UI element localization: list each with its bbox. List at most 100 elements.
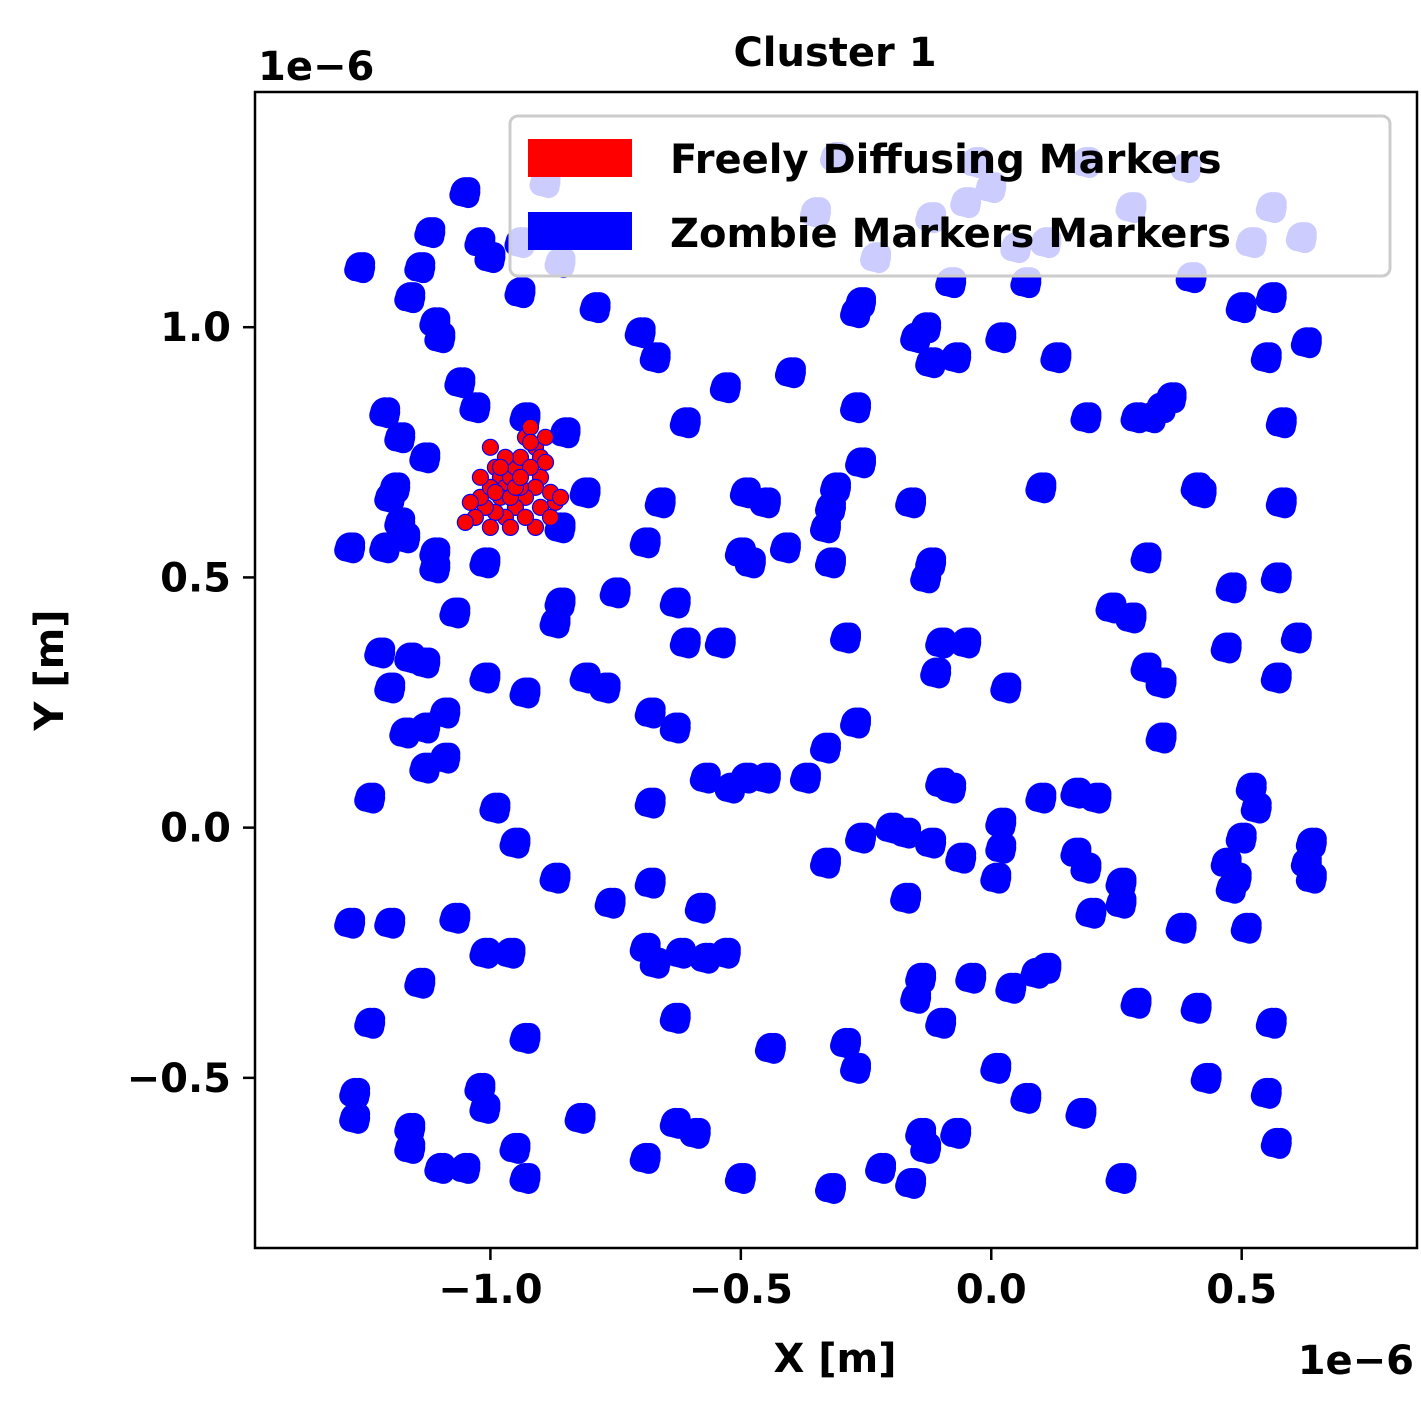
- zombie-marker-point: [362, 791, 385, 814]
- freely-diffusing-marker-point: [471, 468, 489, 486]
- zombie-marker-point: [437, 751, 460, 774]
- zombie-marker-point: [873, 1161, 896, 1184]
- zombie-marker-point: [1018, 276, 1041, 299]
- zombie-marker-point: [382, 916, 405, 939]
- axes-layer: −1.0 −0.5 0.0 0.5 −0.5 0.0 0.5 1.0: [127, 90, 1419, 1313]
- legend-label-freely-diffusing: Freely Diffusing Markers: [670, 137, 1222, 183]
- zombie-marker-point: [1123, 611, 1146, 634]
- zombie-marker-point: [412, 976, 435, 999]
- chart-title: Cluster 1: [733, 30, 936, 76]
- freely-diffusing-marker-point: [521, 433, 540, 451]
- zombie-marker-point: [1078, 411, 1101, 434]
- zombie-marker-point: [1233, 831, 1256, 854]
- zombie-marker-point: [1233, 301, 1256, 324]
- zombie-marker-point: [547, 871, 570, 894]
- zombie-marker-point: [402, 291, 425, 314]
- zombie-marker-point: [1258, 351, 1281, 374]
- zombie-marker-point: [687, 1126, 710, 1149]
- zombie-marker-point: [602, 896, 625, 919]
- freely-diffusing-marker-point: [521, 418, 540, 436]
- zombie-marker-point: [692, 901, 715, 924]
- zombie-marker-point: [432, 1161, 455, 1184]
- zombie-marker-point: [918, 321, 941, 344]
- zombie-marker-point: [437, 706, 460, 729]
- zombie-marker-point: [477, 1101, 500, 1124]
- zombie-marker-point: [988, 871, 1011, 894]
- zombie-marker-point: [487, 801, 510, 824]
- zombie-marker-point: [1273, 416, 1296, 439]
- zombie-marker-point: [853, 831, 876, 854]
- zombie-marker-point: [1268, 571, 1291, 594]
- legend-frame: [508, 114, 1392, 278]
- legend-swatch-freely-diffusing: [528, 139, 632, 177]
- zombie-marker-point: [1193, 486, 1216, 509]
- freely-diffusing-marker-point: [536, 453, 555, 471]
- zombie-marker-point: [1163, 391, 1186, 414]
- zombie-marker-point: [642, 876, 665, 899]
- y-axis-label: Y [m]: [27, 609, 73, 731]
- zombie-marker-point: [1303, 871, 1326, 894]
- zombie-marker-point: [402, 1141, 425, 1164]
- zombie-marker-point: [762, 1041, 785, 1064]
- freely-diffusing-marker-point: [516, 508, 535, 526]
- zombie-marker-point: [677, 636, 700, 659]
- freely-diffusing-marker-point: [491, 458, 510, 476]
- zombie-marker-point: [372, 646, 395, 669]
- zombie-marker-point: [1153, 676, 1176, 699]
- zombie-marker-point: [1083, 906, 1106, 929]
- zombie-marker-point: [817, 741, 840, 764]
- freely-diffusing-marker-point: [481, 438, 500, 456]
- zombie-marker-point: [1218, 641, 1241, 664]
- zombie-marker-point: [1113, 1171, 1136, 1194]
- x-tick-label: 0.0: [956, 1267, 1027, 1313]
- zombie-marker-point: [457, 186, 480, 209]
- zombie-marker-point: [637, 1151, 660, 1174]
- y-tick-label: 0.0: [160, 806, 231, 852]
- zombie-marker-point: [352, 261, 375, 284]
- zombie-marker-point: [417, 451, 440, 474]
- zombie-marker-point: [918, 1141, 941, 1164]
- zombie-marker-point: [933, 636, 956, 659]
- zombie-marker-point: [362, 1016, 385, 1039]
- y-tick-label: 1.0: [160, 305, 231, 351]
- zombie-marker-point: [797, 771, 820, 794]
- zombie-marker-point: [547, 616, 570, 639]
- zombie-marker-point: [828, 481, 850, 504]
- y-tick-label: 0.5: [160, 555, 231, 601]
- zombie-marker-point: [422, 226, 445, 249]
- legend: Freely Diffusing Markers Zombie Markers …: [508, 114, 1392, 278]
- zombie-marker-point: [482, 251, 505, 274]
- zombie-marker-point: [447, 606, 470, 629]
- zombie-marker-point: [417, 656, 440, 679]
- zombie-marker-point: [953, 851, 976, 874]
- x-tick-label: 0.5: [1206, 1267, 1277, 1313]
- zombie-marker-point: [898, 826, 921, 849]
- zombie-marker-point: [647, 351, 670, 374]
- zombie-marker-point: [457, 1161, 480, 1184]
- x-offset-label: 1e−6: [1298, 1338, 1414, 1384]
- zombie-marker-point: [993, 841, 1016, 864]
- zombie-marker-point: [507, 1141, 530, 1164]
- zombie-marker-point: [1223, 881, 1246, 904]
- zombie-marker-point: [552, 521, 575, 544]
- zombie-marker-point: [507, 836, 530, 859]
- zombie-marker-point: [652, 496, 675, 519]
- zombie-marker-point: [557, 426, 580, 449]
- zombie-marker-point: [1038, 961, 1061, 984]
- zombie-marker-point: [1173, 921, 1196, 944]
- y-offset-label: 1e−6: [258, 44, 374, 90]
- freely-diffusing-marker-point: [541, 508, 560, 526]
- zombie-marker-point: [377, 406, 400, 429]
- zombie-marker-point: [998, 681, 1021, 704]
- zombie-marker-point: [1198, 1071, 1221, 1094]
- zombie-marker-point: [848, 1061, 871, 1084]
- zombie-marker-point: [577, 486, 600, 509]
- zombie-marker-point: [712, 636, 735, 659]
- zombie-marker-point: [1238, 921, 1261, 944]
- x-axis-label: X [m]: [773, 1336, 896, 1382]
- zombie-marker-point: [672, 946, 695, 969]
- zombie-marker-point: [697, 771, 720, 794]
- zombie-marker-point: [943, 276, 966, 299]
- zombie-marker-point: [667, 1011, 690, 1034]
- zombie-marker-point: [597, 681, 620, 704]
